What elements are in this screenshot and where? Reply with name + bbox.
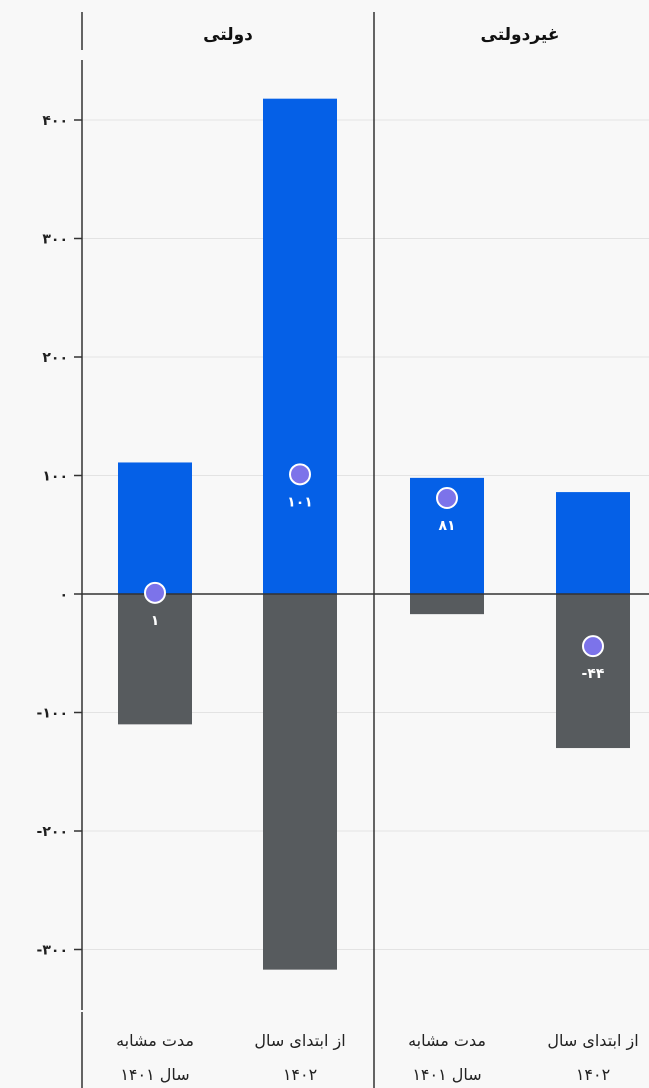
panel-title: غیردولتی [481,25,560,45]
net-marker [582,635,604,658]
category-label-line1: از ابتدای سال [547,1031,638,1051]
net-value-label: ۸۱ [438,518,455,534]
net-marker [144,581,166,604]
y-tick-label: ۱۰۰ [42,469,68,485]
bar-negative [118,594,192,725]
net-value-label: -۴۴ [582,666,605,682]
bar-negative [410,594,484,615]
y-tick-label: ۳۰۰ [42,232,68,248]
net-value-label: ۱ [151,613,160,629]
category-label-line1: از ابتدای سال [254,1031,345,1051]
bar-positive [556,492,630,594]
category-label-line2: ۱۴۰۲ [283,1065,317,1084]
panel-title: دولتی [203,25,253,45]
category-label-line2: سال ۱۴۰۱ [120,1065,189,1084]
bar-positive [263,98,337,595]
y-tick-label: -۱۰۰ [37,706,68,722]
y-tick-label: ۲۰۰ [42,350,68,366]
bars [118,98,630,970]
labels: ۴۰۰ ۳۰۰ ۲۰۰ ۱۰۰ ۰ -۱۰۰ -۲۰۰ -۳۰۰ ۱ ۱۰۱ ۸۱ -۴۴ دولتی غ… [37,25,639,1084]
y-tick-label: -۲۰۰ [37,824,68,840]
bar-negative [263,594,337,970]
category-label-line2: ۱۴۰۲ [576,1065,610,1084]
net-value-label: ۱۰۱ [287,494,313,510]
bar-negative [556,594,630,749]
category-label-line2: سال ۱۴۰۱ [412,1065,481,1084]
y-tick-label: -۳۰۰ [37,943,68,959]
category-label-line1: مدت مشابه [116,1031,194,1050]
net-markers [144,463,604,658]
bar-positive [118,462,192,594]
net-marker [289,463,311,486]
axes [74,12,649,1088]
net-marker [436,487,458,510]
y-tick-label: ۴۰۰ [42,113,68,129]
category-label-line1: مدت مشابه [408,1031,486,1050]
y-tick-label: ۰ [59,587,68,603]
